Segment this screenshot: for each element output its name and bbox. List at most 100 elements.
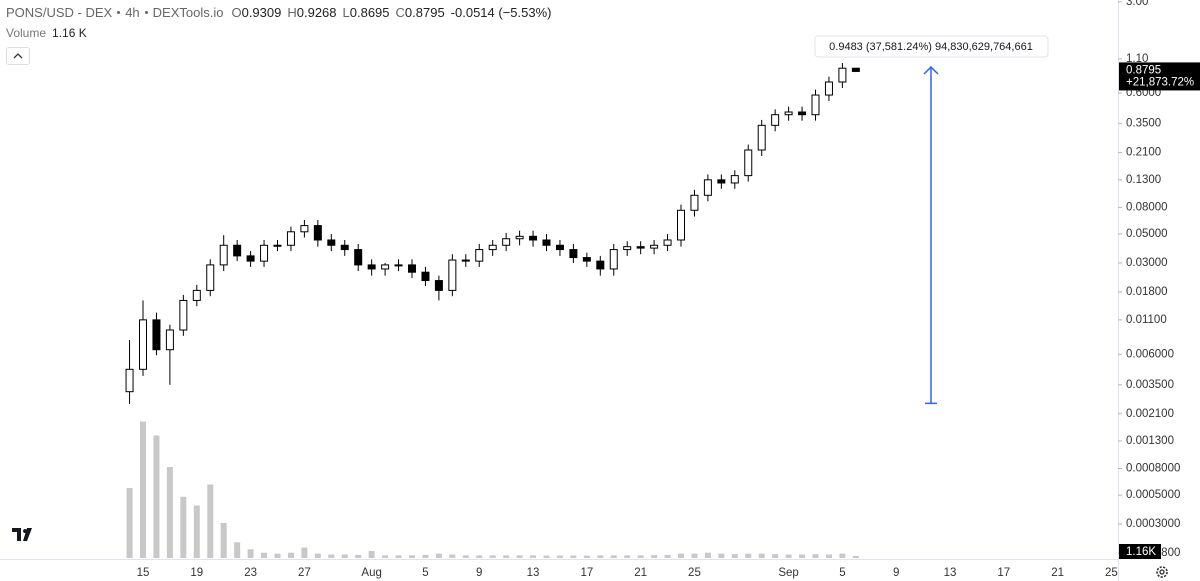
- y-tick-label: 0.0008000: [1126, 463, 1180, 475]
- interval: 4h: [125, 5, 140, 20]
- volume-bar: [126, 488, 133, 558]
- candle-body: [165, 329, 174, 351]
- volume-bar: [220, 523, 227, 558]
- volume-bar: [812, 554, 819, 558]
- candle-body: [529, 235, 538, 241]
- x-tick-label: 5: [839, 567, 845, 579]
- y-tick-label: 0.03000: [1126, 257, 1168, 269]
- candle-body: [757, 124, 766, 151]
- candle-body: [690, 194, 699, 211]
- ohlc-value: 0.9268: [296, 5, 337, 20]
- x-tick-label: Aug: [361, 567, 381, 579]
- y-tick-label: 0.1300: [1126, 174, 1161, 186]
- volume-bar: [799, 554, 806, 558]
- candle-body: [461, 259, 470, 262]
- volume-bar: [261, 552, 268, 558]
- y-tick-label: 0.08000: [1126, 201, 1168, 213]
- x-tick-label: 25: [688, 567, 701, 579]
- x-tick-label: Sep: [778, 567, 798, 579]
- candle-body: [286, 231, 295, 246]
- candle-body: [596, 260, 605, 270]
- symbol: PONS/USD - DEX: [6, 5, 113, 20]
- volume-bar: [341, 554, 348, 558]
- volume-bar: [516, 555, 523, 558]
- volume-title: Volume: [6, 26, 47, 40]
- volume-bar: [597, 555, 604, 558]
- candle-body: [663, 239, 672, 246]
- volume-bar: [409, 555, 415, 558]
- volume-marker-label: 1.16K: [1126, 546, 1156, 558]
- volume-bar: [772, 554, 779, 558]
- y-tick-label: 0.002100: [1126, 408, 1174, 420]
- volume-bar: [153, 435, 160, 558]
- volume-marker: [1119, 544, 1161, 559]
- y-tick-label: 0.01100: [1126, 314, 1167, 326]
- candle-body: [434, 280, 443, 291]
- settings-icon[interactable]: [1156, 566, 1168, 578]
- measure-label: 0.9483 (37,581.24%) 94,830,629,764,661: [829, 41, 1033, 53]
- volume-bar: [355, 554, 362, 558]
- volume-bar: [422, 554, 429, 558]
- candle-body: [555, 244, 564, 251]
- volume-bar: [664, 554, 671, 558]
- candle-body: [367, 264, 376, 270]
- candle-body: [381, 264, 390, 270]
- candle-body: [636, 246, 645, 249]
- collapse-button[interactable]: [6, 47, 30, 65]
- candle-body: [744, 149, 753, 177]
- volume-bar: [140, 421, 146, 558]
- price-marker: [1119, 62, 1200, 91]
- candle-body: [623, 246, 632, 251]
- volume-bar: [651, 555, 658, 558]
- candle-body: [582, 257, 591, 262]
- volume-value: 1.16 K: [52, 26, 87, 40]
- candle-body: [784, 111, 793, 116]
- x-tick-label: 9: [893, 567, 899, 579]
- candle-body: [408, 264, 416, 273]
- candle-body: [811, 94, 820, 116]
- candle-body: [300, 225, 309, 233]
- y-tick-label: 3.00: [1126, 0, 1148, 8]
- candle-body: [824, 81, 833, 96]
- ohlc-letter: H: [287, 5, 297, 20]
- candle-body: [179, 299, 188, 331]
- volume-bar: [328, 554, 335, 558]
- candle-body: [340, 244, 349, 251]
- y-tick-label: 0.2100: [1126, 147, 1161, 159]
- volume-bar: [785, 554, 792, 558]
- candle-body: [125, 368, 134, 393]
- candle-body: [542, 239, 551, 246]
- candle-body: [677, 209, 685, 241]
- candle-body: [260, 244, 269, 262]
- volume-bar: [691, 553, 698, 558]
- volume-bar: [193, 505, 200, 558]
- volume-bar: [207, 484, 214, 558]
- x-tick-label: 19: [190, 567, 203, 579]
- source: DEXTools.io: [152, 5, 224, 20]
- candle-body: [313, 225, 322, 241]
- measure-label-box: [814, 35, 1049, 58]
- volume-bar: [368, 551, 375, 558]
- x-tick-label: 25: [1105, 567, 1118, 579]
- candle-body: [851, 67, 860, 72]
- x-tick-label: 15: [137, 567, 150, 579]
- volume-bar: [180, 496, 187, 558]
- volume-bar: [758, 553, 765, 558]
- x-tick-label: 21: [1051, 567, 1064, 579]
- volume-bar: [839, 553, 846, 558]
- ohlc-letter: O: [231, 5, 242, 20]
- volume-bar: [449, 554, 456, 558]
- volume-bar: [382, 555, 389, 558]
- candle-body: [771, 114, 780, 126]
- volume-bar: [489, 555, 496, 558]
- y-tick-label: 0.05000: [1126, 228, 1168, 240]
- ohlc-value: 0.8695: [349, 5, 390, 20]
- candle-body: [730, 175, 739, 184]
- candle-body: [192, 289, 201, 301]
- volume-bar: [678, 553, 684, 558]
- volume-bar: [556, 555, 563, 558]
- volume-bar: [624, 555, 631, 558]
- y-tick-label: 1.10: [1126, 53, 1148, 65]
